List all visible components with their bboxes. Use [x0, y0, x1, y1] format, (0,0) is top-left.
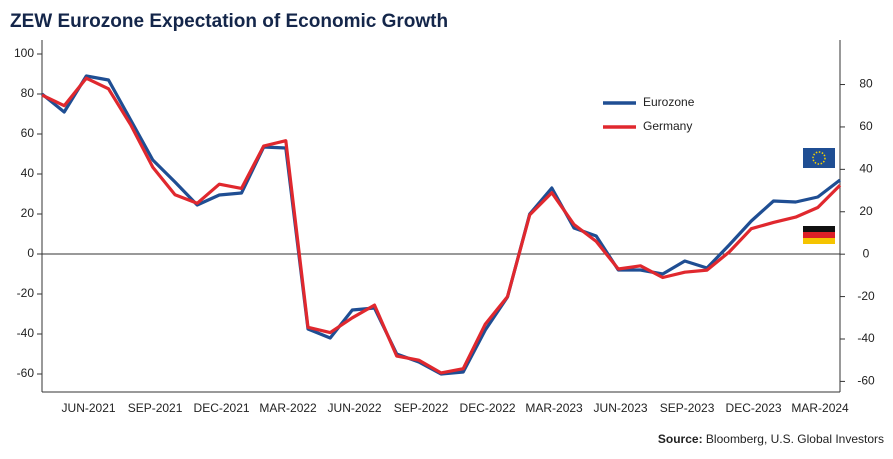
x-tick-label: MAR-2023 [525, 401, 583, 415]
y-tick-label: 20 [21, 206, 35, 220]
y-tick-label: 60 [21, 126, 35, 140]
y-tick-label: 0 [27, 246, 34, 260]
y2-tick-label: 0 [863, 246, 870, 260]
y2-tick-label: 60 [859, 119, 873, 133]
x-tick-label: MAR-2022 [259, 401, 317, 415]
series-line [40, 74, 841, 376]
y-tick-label: 100 [14, 46, 34, 60]
source-text: Bloomberg, U.S. Global Investors [706, 432, 884, 446]
x-tick-label: SEP-2023 [660, 401, 715, 415]
y2-tick-label: -20 [857, 289, 875, 303]
x-tick-label: SEP-2022 [394, 401, 449, 415]
x-tick-label: JUN-2023 [594, 401, 648, 415]
chart-title: ZEW Eurozone Expectation of Economic Gro… [10, 11, 448, 32]
x-tick-label: DEC-2023 [726, 401, 782, 415]
x-tick-label: DEC-2022 [460, 401, 516, 415]
y-tick-label: -20 [17, 286, 35, 300]
x-tick-label: JUN-2022 [328, 401, 382, 415]
source: Source: Bloomberg, U.S. Global Investors [658, 432, 884, 446]
x-tick-label: JUN-2021 [62, 401, 116, 415]
y2-tick-label: 20 [859, 204, 873, 218]
x-tick-label: MAR-2024 [791, 401, 849, 415]
x-tick-label: SEP-2021 [128, 401, 183, 415]
x-tick-label: DEC-2021 [194, 401, 250, 415]
germany-flag [803, 226, 835, 244]
y-tick-label: -60 [17, 366, 35, 380]
y2-tick-label: 80 [859, 77, 873, 91]
y2-tick-label: -60 [857, 374, 875, 388]
y-tick-label: -40 [17, 326, 35, 340]
legend-label: Eurozone [643, 95, 695, 109]
y2-tick-label: -40 [857, 331, 875, 345]
series-line [41, 76, 842, 375]
y-tick-label: 80 [21, 86, 35, 100]
y-tick-label: 40 [21, 166, 35, 180]
y2-tick-label: 40 [859, 162, 873, 176]
legend-label: Germany [643, 119, 692, 133]
eu-flag [803, 148, 835, 168]
source-label: Source: [658, 432, 703, 446]
